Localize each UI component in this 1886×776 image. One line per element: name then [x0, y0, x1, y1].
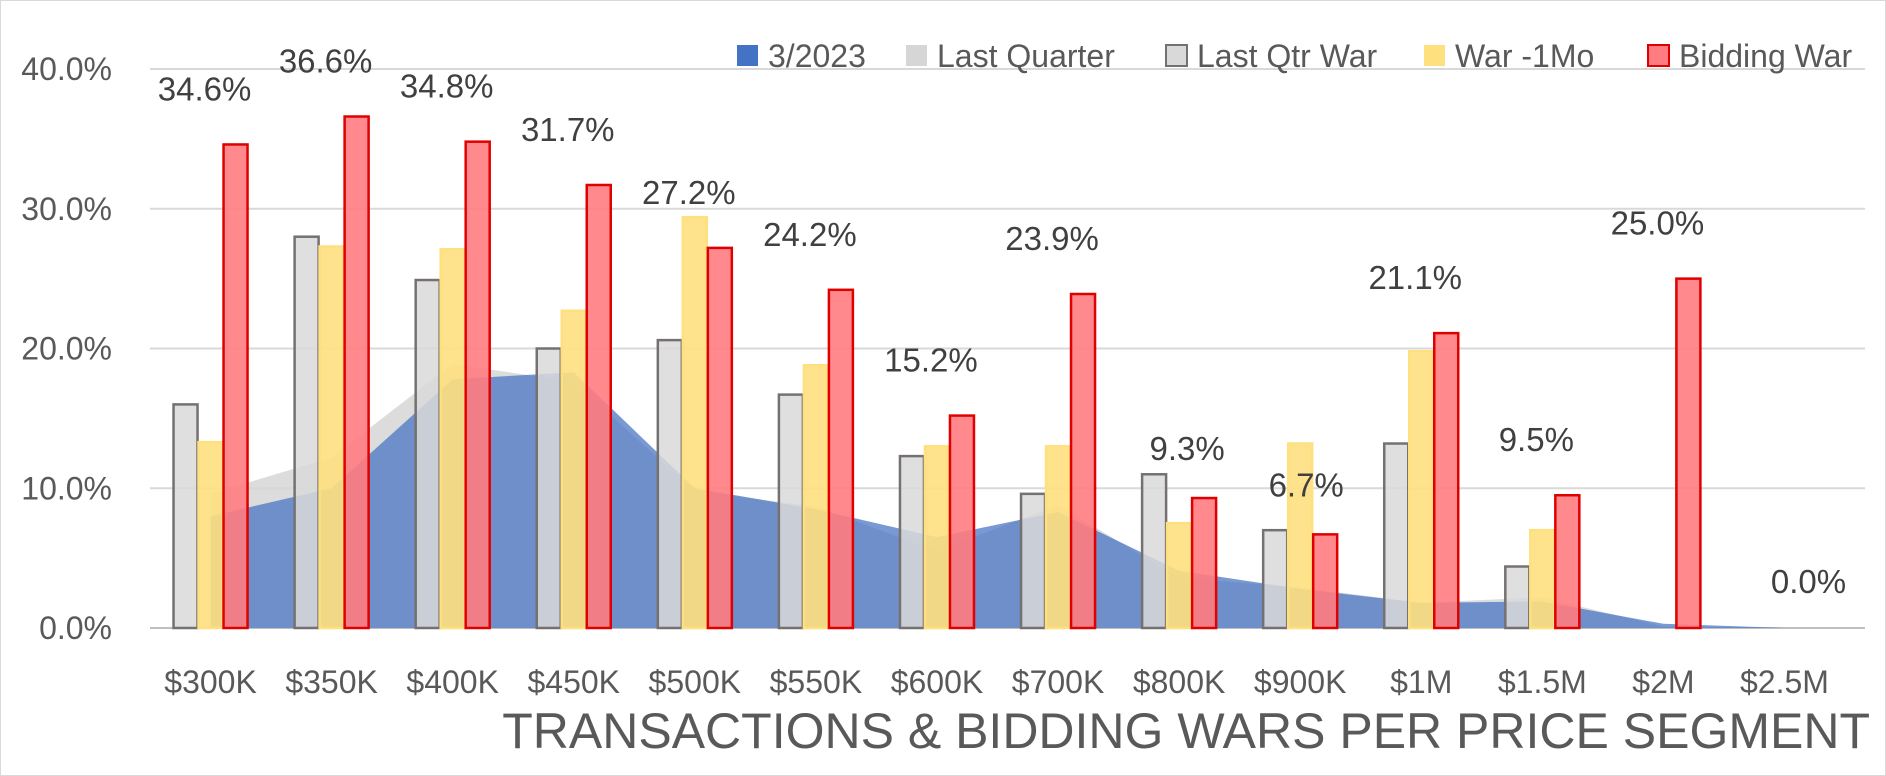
x-tick-label: $350K [285, 664, 378, 700]
x-tick-label: $900K [1254, 664, 1347, 700]
legend: 3/2023 Last Quarter Last Qtr War War -1Mo Bi… [737, 38, 1852, 74]
data-label: 24.2% [763, 216, 857, 253]
legend-swatch-last-qtr-war [1165, 44, 1188, 67]
bar-last-qtr-war [1261, 528, 1289, 630]
y-tick-label: 40.0% [21, 51, 112, 87]
bar-last-qtr-war [414, 278, 441, 630]
bar-bidding-war [1069, 292, 1097, 630]
bar-war-1mo [1044, 445, 1072, 630]
bar-series [172, 115, 1702, 630]
bar-last-qtr-war [777, 393, 805, 630]
legend-label-last-qtr-war: Last Qtr War [1197, 38, 1378, 74]
bar-war-1mo [318, 245, 345, 630]
bar-war-1mo [681, 215, 709, 630]
bar-bidding-war [464, 140, 491, 630]
bar-war-1mo [1529, 528, 1556, 630]
data-label: 15.2% [884, 342, 978, 379]
bar-war-1mo [1165, 521, 1193, 630]
x-tick-label: $2.5M [1740, 664, 1829, 700]
legend-label-3-2023: 3/2023 [768, 38, 866, 74]
x-tick-label: $2M [1632, 664, 1694, 700]
legend-label-war-1mo: War -1Mo [1455, 38, 1594, 74]
legend-swatch-last-quarter [906, 45, 927, 66]
bar-war-1mo [802, 364, 830, 630]
data-label: 0.0% [1771, 563, 1846, 600]
bar-war-1mo [197, 440, 224, 630]
bar-last-qtr-war [1140, 473, 1168, 630]
x-tick-label: $600K [891, 664, 984, 700]
y-tick-label: 10.0% [21, 470, 112, 506]
bar-last-qtr-war [535, 347, 562, 630]
x-tick-label: $1M [1390, 664, 1452, 700]
x-tick-label: $700K [1012, 664, 1105, 700]
x-tick-label: $550K [770, 664, 863, 700]
data-label: 34.6% [158, 70, 252, 107]
bar-war-1mo [560, 309, 587, 630]
bar-bidding-war [948, 414, 976, 630]
data-label: 6.7% [1269, 466, 1344, 503]
y-tick-label: 20.0% [21, 331, 112, 367]
legend-swatch-3-2023 [737, 45, 758, 66]
bar-last-qtr-war [172, 403, 199, 630]
bar-war-1mo [1408, 350, 1435, 630]
data-label: 34.8% [400, 68, 494, 105]
legend-swatch-bidding-war [1647, 44, 1670, 67]
bar-bidding-war [222, 143, 249, 630]
bar-bidding-war [1675, 277, 1702, 630]
bar-last-qtr-war [1019, 492, 1047, 630]
x-tick-label: $1.5M [1498, 664, 1587, 700]
bar-bidding-war [706, 246, 734, 630]
legend-label-bidding-war: Bidding War [1679, 38, 1852, 74]
bar-war-1mo [1286, 442, 1314, 630]
chart-title: TRANSACTIONS & BIDDING WARS PER PRICE SE… [502, 703, 1870, 759]
bar-bidding-war [1433, 331, 1460, 630]
bar-bidding-war [1190, 496, 1218, 630]
bar-last-qtr-war [656, 338, 684, 630]
data-label: 25.0% [1611, 205, 1705, 242]
data-label: 21.1% [1368, 259, 1462, 296]
bar-bidding-war [343, 115, 370, 630]
data-label: 27.2% [642, 174, 736, 211]
legend-swatch-war-1mo [1424, 45, 1445, 66]
bar-last-qtr-war [898, 454, 926, 630]
data-label: 9.3% [1149, 430, 1224, 467]
bar-war-1mo [439, 248, 466, 630]
legend-label-last-quarter: Last Quarter [937, 38, 1115, 74]
y-axis-ticks: 0.0% 10.0% 20.0% 30.0% 40.0% [21, 51, 112, 646]
data-labels: 34.6% 36.6% 34.8% 31.7% 27.2% 24.2% 15.2% 23.9%… [158, 43, 1846, 600]
bar-war-1mo [923, 445, 951, 630]
x-axis-ticks: $300K $350K $400K $450K $500K $550K $600K $700K… [164, 664, 1829, 700]
x-tick-label: $500K [649, 664, 742, 700]
bar-last-qtr-war [293, 235, 320, 630]
data-label: 23.9% [1005, 220, 1099, 257]
x-tick-label: $400K [406, 664, 499, 700]
bar-bidding-war [1311, 533, 1339, 630]
x-tick-label: $300K [164, 664, 257, 700]
data-label: 9.5% [1499, 421, 1574, 458]
bar-bidding-war [585, 183, 612, 630]
bar-bidding-war [827, 288, 855, 630]
y-tick-label: 30.0% [21, 191, 112, 227]
x-tick-label: $800K [1133, 664, 1226, 700]
data-label: 36.6% [279, 43, 373, 80]
x-tick-label: $450K [527, 664, 620, 700]
bar-last-qtr-war [1383, 442, 1410, 630]
bar-last-qtr-war [1504, 565, 1531, 630]
data-label: 31.7% [521, 111, 615, 148]
bar-bidding-war [1554, 493, 1581, 630]
y-tick-label: 0.0% [39, 610, 112, 646]
